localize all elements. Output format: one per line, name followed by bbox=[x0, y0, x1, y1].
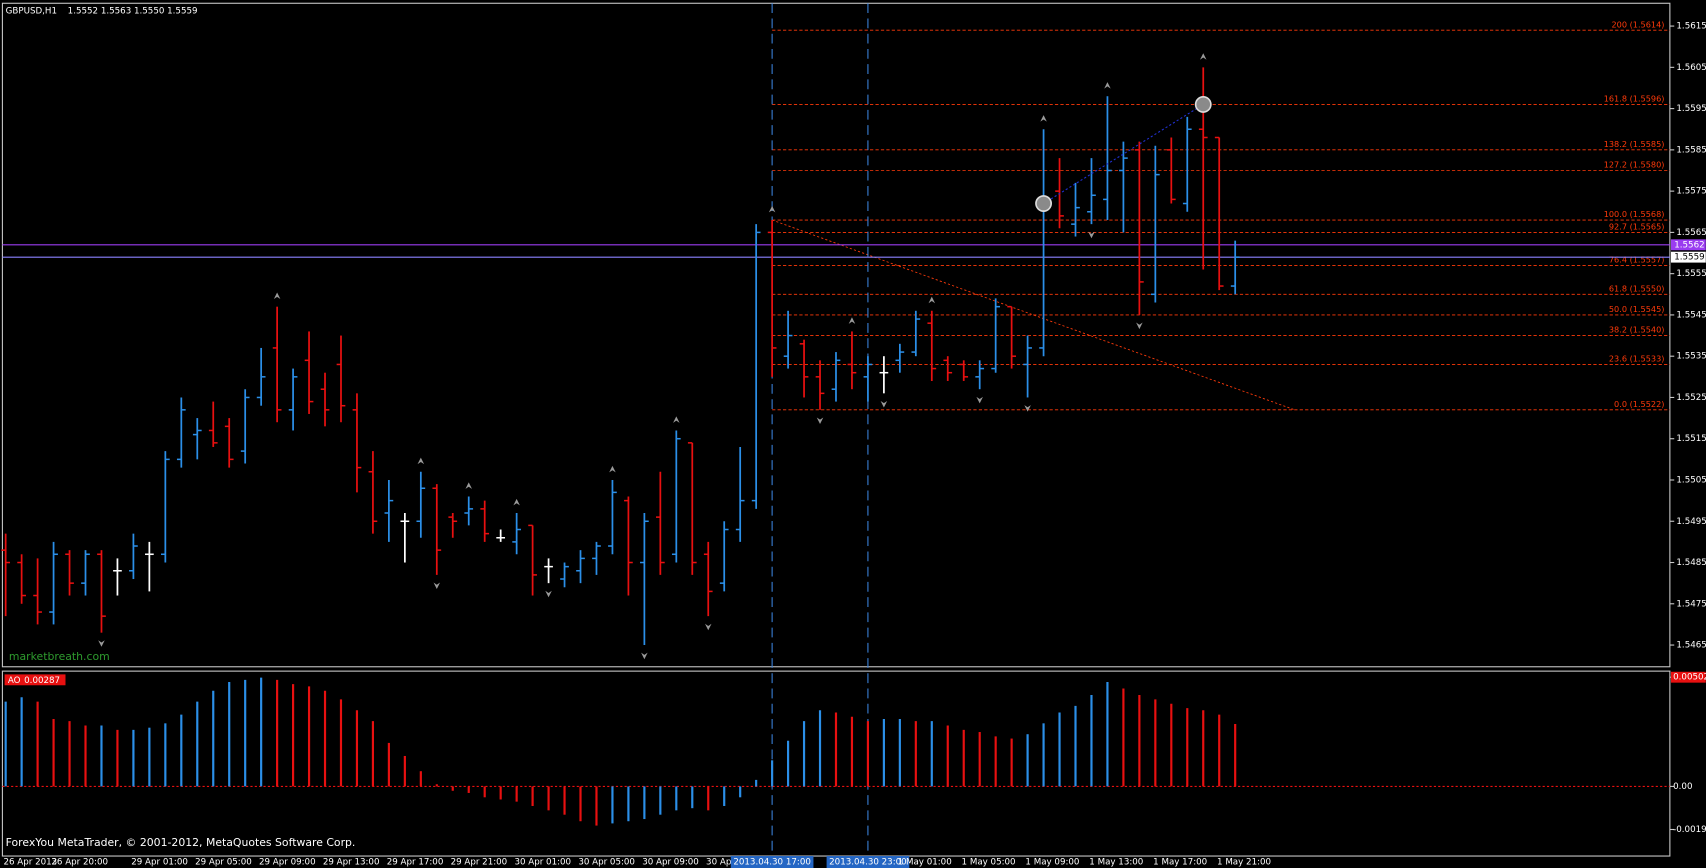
fractal-up bbox=[768, 205, 776, 213]
fractal-up bbox=[1104, 82, 1111, 89]
x-tick-label: 29 Apr 01:00 bbox=[131, 858, 188, 868]
fractal-down bbox=[433, 582, 441, 590]
y-tick-label: 1.5535 bbox=[1676, 352, 1706, 362]
x-tick-label: 1 May 17:00 bbox=[1153, 858, 1207, 868]
y-tick-label: 1.5615 bbox=[1676, 22, 1706, 32]
fib-label: 200 (1.5614) bbox=[1611, 19, 1664, 29]
swing-point bbox=[1194, 96, 1212, 113]
ao-value: 0.00287 bbox=[24, 676, 60, 686]
time-box bbox=[730, 856, 814, 868]
y-tick-label: 1.5575 bbox=[1676, 187, 1706, 197]
fractal-down bbox=[816, 417, 824, 424]
footer: ForexYou MetaTrader, © 2001-2012, MetaQu… bbox=[6, 836, 356, 849]
price-label: 1.5562 bbox=[1674, 240, 1704, 250]
fractal-down bbox=[880, 400, 888, 408]
x-tick-label: 1 May 13:00 bbox=[1089, 858, 1143, 868]
y-tick-label: 0.00502 bbox=[1673, 673, 1706, 683]
x-tick-label: 1 May 01:00 bbox=[898, 858, 952, 868]
ohlc-header: 1.5552 1.5563 1.5550 1.5559 bbox=[68, 6, 198, 16]
ao-name: AO bbox=[8, 676, 21, 686]
fractal-down bbox=[641, 652, 648, 660]
fractal-up bbox=[1040, 115, 1047, 122]
x-tick-label: 30 Apr 01:00 bbox=[514, 858, 571, 868]
y-tick-label: 0.00 bbox=[1673, 782, 1692, 792]
y-tick-label: -0.00198 bbox=[1673, 825, 1706, 835]
y-tick-label: 1.5485 bbox=[1676, 558, 1706, 568]
fractal-up bbox=[1199, 53, 1207, 60]
ao-label-box bbox=[4, 674, 66, 686]
y-tick-label: 1.5565 bbox=[1676, 228, 1706, 238]
y-tick-label: 1.5495 bbox=[1676, 517, 1706, 527]
fractal-up bbox=[417, 457, 425, 465]
x-tick-label: 1 May 21:00 bbox=[1217, 858, 1271, 868]
fractal-up bbox=[848, 317, 856, 324]
y-tick-label: 1.5515 bbox=[1676, 434, 1706, 444]
y-tick-label: 1.5555 bbox=[1676, 269, 1706, 279]
fib-label: 23.6 (1.5533) bbox=[1609, 354, 1665, 364]
fractal-down bbox=[704, 623, 712, 631]
fractal-down bbox=[976, 396, 983, 404]
x-tick-label: 26 Apr 20:00 bbox=[51, 858, 108, 868]
fib-label: 138.2 (1.5585) bbox=[1604, 139, 1665, 149]
fractal-up bbox=[673, 416, 680, 423]
y-tick-label: 1.5505 bbox=[1676, 475, 1706, 485]
y-tick-label: 1.5475 bbox=[1676, 599, 1706, 609]
price-box bbox=[1670, 239, 1706, 251]
ao-max-box bbox=[1670, 671, 1706, 683]
y-tick-label: 1.5595 bbox=[1676, 104, 1706, 114]
fractal-up bbox=[513, 498, 520, 506]
fib-label: 92.7 (1.5565) bbox=[1609, 221, 1665, 231]
x-tick-label: 1 May 09:00 bbox=[1025, 858, 1079, 868]
y-tick-label: 1.5545 bbox=[1676, 310, 1706, 320]
main-frame bbox=[1, 2, 1671, 668]
fib-label: 38.2 (1.5540) bbox=[1609, 325, 1665, 335]
symbol: GBPUSD,H1 bbox=[6, 6, 57, 16]
y-tick-label: 1.5465 bbox=[1676, 641, 1706, 651]
fib-label: 50.0 (1.5545) bbox=[1609, 304, 1665, 314]
price-box bbox=[1670, 251, 1706, 263]
x-tick-label: 29 Apr 05:00 bbox=[195, 858, 252, 868]
fib-label: 100.0 (1.5568) bbox=[1604, 209, 1665, 219]
x-tick-label: 30 Apr 05:00 bbox=[578, 858, 635, 868]
time-box bbox=[826, 856, 910, 868]
x-tick-label: 30 Apr 09:00 bbox=[642, 858, 699, 868]
x-tick-label: 29 Apr 09:00 bbox=[259, 858, 316, 868]
fractal-up bbox=[273, 292, 281, 300]
price-label: 1.5559 bbox=[1674, 253, 1704, 263]
fractal-up bbox=[465, 482, 472, 489]
fib-label: 61.8 (1.5550) bbox=[1609, 283, 1665, 293]
fractal-down bbox=[98, 640, 105, 647]
fractal-down bbox=[1136, 322, 1143, 330]
x-tick-label: 29 Apr 17:00 bbox=[387, 858, 444, 868]
fib-label: 76.4 (1.5557) bbox=[1609, 254, 1665, 264]
y-tick-label: 1.5605 bbox=[1676, 63, 1706, 73]
y-tick-label: 1.5525 bbox=[1676, 393, 1706, 403]
watermark: marketbreath.com bbox=[9, 650, 110, 663]
fib-label: 0.0 (1.5522) bbox=[1614, 399, 1664, 409]
fib-label: 161.8 (1.5596) bbox=[1604, 94, 1665, 104]
fractal-down bbox=[1088, 231, 1095, 239]
swing-point bbox=[1035, 195, 1052, 212]
x-tick-label: 29 Apr 13:00 bbox=[323, 858, 380, 868]
swing-line bbox=[1043, 104, 1204, 204]
fractal-up bbox=[609, 465, 616, 473]
x-tick-label: 1 May 05:00 bbox=[962, 858, 1016, 868]
x-tick-label: 26 Apr 2013 bbox=[3, 858, 57, 868]
fractal-down bbox=[1024, 405, 1031, 412]
x-tick-label: 2013.04.30 17:00 bbox=[733, 858, 811, 868]
x-tick-label: 29 Apr 21:00 bbox=[451, 858, 508, 868]
fractal-down bbox=[545, 590, 552, 598]
fib-label: 127.2 (1.5580) bbox=[1604, 160, 1665, 170]
fractal-up bbox=[928, 296, 936, 304]
y-tick-label: 1.5585 bbox=[1676, 145, 1706, 155]
x-tick-label: 2013.04.30 23:00 bbox=[829, 858, 907, 868]
fib-trend bbox=[771, 219, 1295, 411]
